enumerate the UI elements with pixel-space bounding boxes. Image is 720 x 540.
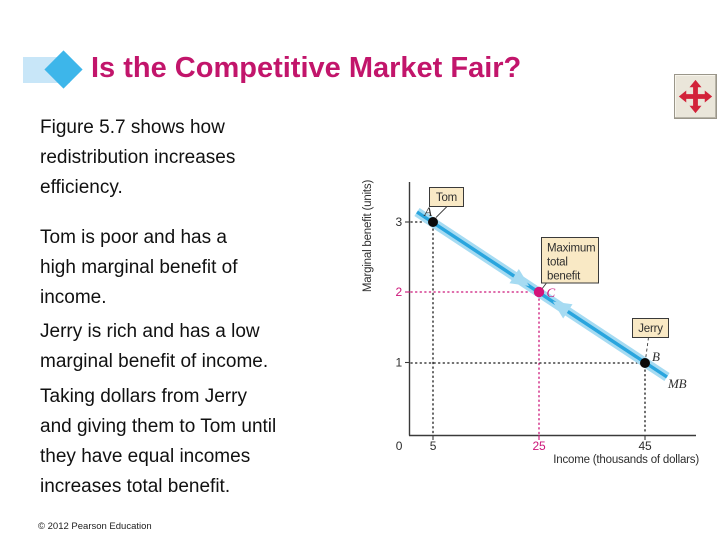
tom-callout-box <box>429 187 464 207</box>
text-line: marginal benefit of income. <box>40 351 269 372</box>
figure-5-7-chart: Tom Maximum total benefit Jerry A C B MB… <box>355 160 720 475</box>
jerry-callout-connector <box>645 337 649 358</box>
text-line: redistribution increases <box>40 147 236 168</box>
paragraph-figure-intro: Figure 5.7 shows how redistribution incr… <box>40 113 370 203</box>
text-line: increases total benefit. <box>40 476 231 497</box>
max-benefit-callout-box <box>541 237 599 284</box>
x-tick-5: 5 <box>430 439 437 453</box>
x-tick-25: 25 <box>533 439 546 453</box>
paragraph-jerry: Jerry is rich and has a low marginal ben… <box>40 317 370 377</box>
y-tick-1: 1 <box>396 356 403 370</box>
point-b-dot <box>640 358 650 368</box>
max-benefit-line-2: total <box>547 257 568 269</box>
x-tick-0: 0 <box>396 439 403 453</box>
text-line: and giving them to Tom until <box>40 416 277 437</box>
point-a-dot <box>428 217 438 227</box>
jerry-callout-box <box>632 318 669 338</box>
tom-callout-connector <box>435 206 448 218</box>
point-a-label: A <box>423 204 432 219</box>
tom-callout-label: Tom <box>436 192 457 204</box>
arrow-toward-c-from-right-icon <box>552 301 573 319</box>
x-tick-45: 45 <box>639 439 652 453</box>
text-line: Jerry is rich and has a low <box>40 321 260 342</box>
arrow-toward-c-from-left-icon <box>509 269 530 287</box>
paragraph-tom: Tom is poor and has a high marginal bene… <box>40 223 370 313</box>
page-title: Is the Competitive Market Fair? <box>91 52 522 84</box>
text-line: high marginal benefit of <box>40 257 238 278</box>
move-handle-button[interactable] <box>674 74 717 119</box>
text-line: they have equal incomes <box>40 446 251 467</box>
move-arrows-icon <box>678 79 713 114</box>
text-line: Tom is poor and has a <box>40 227 227 248</box>
point-b-label: B <box>652 349 660 364</box>
mb-curve-label: MB <box>667 376 687 391</box>
text-line: efficiency. <box>40 177 123 198</box>
point-c-label: C <box>547 285 556 300</box>
text-line: income. <box>40 287 107 308</box>
point-c-dot <box>533 286 545 298</box>
text-line: Taking dollars from Jerry <box>40 386 247 407</box>
y-tick-2: 2 <box>396 285 403 299</box>
max-benefit-line-1: Maximum <box>547 243 595 255</box>
x-axis-title: Income (thousands of dollars) <box>553 454 699 466</box>
y-axis-title: Marginal benefit (units) <box>362 180 374 293</box>
copyright-notice: © 2012 Pearson Education <box>38 521 152 532</box>
max-benefit-line-3: benefit <box>547 271 581 283</box>
jerry-callout-label: Jerry <box>638 323 663 335</box>
text-line: Figure 5.7 shows how <box>40 117 225 138</box>
paragraph-redistribution: Taking dollars from Jerry and giving the… <box>40 382 370 502</box>
y-tick-3: 3 <box>396 215 403 229</box>
